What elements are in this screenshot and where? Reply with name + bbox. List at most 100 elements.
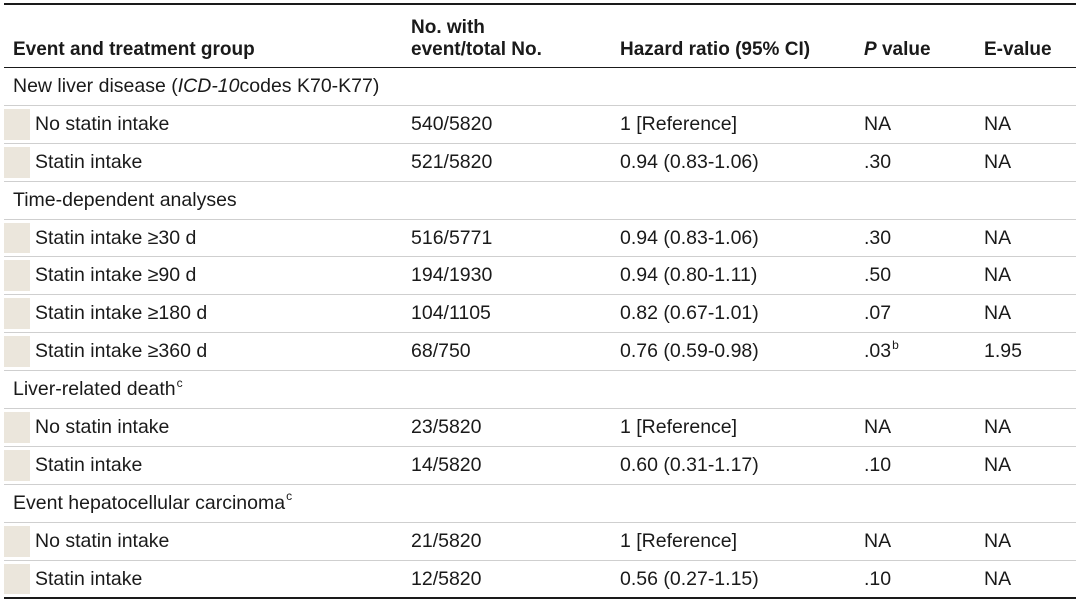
row-label: Statin intake bbox=[35, 150, 143, 173]
indent-shading bbox=[4, 260, 30, 292]
row-events-total: 21/5820 bbox=[411, 529, 482, 552]
footnote-marker: c bbox=[286, 489, 293, 504]
footnote-marker: c bbox=[176, 375, 183, 390]
row-hazard-ratio: 0.76 (0.59-0.98) bbox=[620, 340, 759, 363]
indent-shading bbox=[4, 298, 30, 330]
row-label: No statin intake bbox=[35, 112, 170, 135]
p-value-text: .30 bbox=[864, 150, 892, 173]
table-row: Statin intake ≥360 d 68/750 0.76 (0.59-0.9… bbox=[4, 333, 1076, 372]
section-title: Liver-related death c bbox=[13, 371, 183, 408]
row-events-total: 194/1930 bbox=[411, 264, 493, 287]
section-header-row: Time-dependent analyses bbox=[4, 182, 1076, 220]
row-label: Statin intake bbox=[35, 453, 143, 476]
results-table: Event and treatment group No. with event… bbox=[4, 3, 1076, 599]
indent-shading bbox=[4, 412, 30, 443]
row-hazard-ratio: 0.60 (0.31-1.17) bbox=[620, 453, 759, 476]
table-row: Statin intake ≥90 d 194/1930 0.94 (0.80-1.… bbox=[4, 257, 1076, 296]
section-header-row: Liver-related death c bbox=[4, 371, 1076, 410]
row-p-value: .10 bbox=[864, 561, 891, 598]
p-value-text: NA bbox=[864, 415, 892, 438]
row-e-value: NA bbox=[984, 567, 1012, 590]
row-e-value: 1.95 bbox=[984, 340, 1022, 363]
row-e-value: NA bbox=[984, 453, 1012, 476]
header-event-group: Event and treatment group bbox=[13, 39, 255, 60]
row-label: No statin intake bbox=[35, 529, 170, 552]
row-hazard-ratio: 1 [Reference] bbox=[620, 112, 738, 135]
row-hazard-ratio: 0.94 (0.83-1.06) bbox=[620, 150, 759, 173]
p-value-text: .10 bbox=[864, 453, 892, 476]
section-title-suffix: codes K70-K77) bbox=[239, 74, 380, 97]
row-p-value: NA bbox=[864, 106, 891, 143]
p-value-text: .30 bbox=[864, 226, 892, 249]
p-value-text: .50 bbox=[864, 264, 892, 287]
table-row: Statin intake 14/5820 0.60 (0.31-1.17) .10 N… bbox=[4, 447, 1076, 485]
indent-shading bbox=[4, 222, 30, 254]
section-title-text: Event hepatocellular carcinoma bbox=[13, 491, 286, 514]
header-p-value: P value bbox=[864, 39, 931, 61]
row-e-value: NA bbox=[984, 415, 1012, 438]
row-label: Statin intake ≥30 d bbox=[35, 226, 197, 249]
footnote-marker: b bbox=[892, 337, 899, 352]
indent-shading bbox=[4, 336, 30, 368]
row-events-total: 23/5820 bbox=[411, 415, 482, 438]
row-hazard-ratio: 0.94 (0.80-1.11) bbox=[620, 264, 758, 287]
table-row: No statin intake 21/5820 1 [Reference] NA NA bbox=[4, 523, 1076, 561]
p-value-text: NA bbox=[864, 112, 892, 135]
row-events-total: 12/5820 bbox=[411, 567, 482, 590]
row-events-total: 540/5820 bbox=[411, 112, 493, 135]
section-header-row: New liver disease (ICD-10 codes K70-K77) bbox=[4, 68, 1076, 106]
table-row: Statin intake ≥180 d 104/1105 0.82 (0.67-1… bbox=[4, 295, 1076, 334]
row-p-value: NA bbox=[864, 523, 891, 560]
section-header-row: Event hepatocellular carcinoma c bbox=[4, 485, 1076, 523]
p-value-text: .07 bbox=[864, 302, 892, 325]
row-e-value: NA bbox=[984, 226, 1012, 249]
row-hazard-ratio: 0.94 (0.83-1.06) bbox=[620, 226, 759, 249]
section-title: Time-dependent analyses bbox=[13, 182, 237, 219]
row-e-value: NA bbox=[984, 529, 1012, 552]
header-events-total-line2: event/total No. bbox=[411, 39, 542, 60]
header-e-value: E-value bbox=[984, 39, 1052, 60]
row-p-value: .03 b bbox=[864, 333, 899, 370]
row-p-value: .30 bbox=[864, 144, 891, 181]
indent-shading bbox=[4, 146, 30, 178]
indent-shading bbox=[4, 563, 30, 595]
table-row: No statin intake 540/5820 1 [Reference] NA N… bbox=[4, 106, 1076, 144]
table-body: New liver disease (ICD-10 codes K70-K77)… bbox=[4, 68, 1076, 599]
row-hazard-ratio: 1 [Reference] bbox=[620, 529, 738, 552]
p-value-text: .10 bbox=[864, 567, 892, 590]
section-title-italic: ICD-10 bbox=[177, 74, 240, 97]
row-events-total: 68/750 bbox=[411, 340, 471, 363]
row-label: Statin intake ≥90 d bbox=[35, 264, 197, 287]
row-p-value: NA bbox=[864, 409, 891, 446]
table-row: Statin intake ≥30 d 516/5771 0.94 (0.83-1.… bbox=[4, 220, 1076, 258]
row-p-value: .07 bbox=[864, 295, 891, 332]
header-hazard-ratio: Hazard ratio (95% CI) bbox=[620, 39, 811, 60]
row-e-value: NA bbox=[984, 264, 1012, 287]
indent-shading bbox=[4, 108, 30, 140]
header-p-italic: P bbox=[864, 39, 877, 60]
row-label: Statin intake bbox=[35, 567, 143, 590]
row-e-value: NA bbox=[984, 150, 1012, 173]
p-value-text: NA bbox=[864, 529, 892, 552]
row-label: Statin intake ≥360 d bbox=[35, 340, 208, 363]
table-row: Statin intake 521/5820 0.94 (0.83-1.06) .30… bbox=[4, 144, 1076, 182]
row-hazard-ratio: 1 [Reference] bbox=[620, 415, 738, 438]
row-hazard-ratio: 0.82 (0.67-1.01) bbox=[620, 302, 759, 325]
row-e-value: NA bbox=[984, 112, 1012, 135]
row-p-value: .30 bbox=[864, 220, 891, 257]
table-row: Statin intake 12/5820 0.56 (0.27-1.15) .10 N… bbox=[4, 561, 1076, 599]
section-title-text: Time-dependent analyses bbox=[13, 188, 237, 211]
table-header-row: Event and treatment group No. with event… bbox=[4, 5, 1076, 68]
indent-shading bbox=[4, 449, 30, 481]
header-events-total-line1: No. with bbox=[411, 17, 485, 38]
row-label: No statin intake bbox=[35, 415, 170, 438]
p-value-text: .03 bbox=[864, 340, 892, 363]
section-title: Event hepatocellular carcinoma c bbox=[13, 485, 292, 522]
row-events-total: 104/1105 bbox=[411, 302, 491, 325]
section-title-text: Liver-related death bbox=[13, 378, 176, 401]
row-events-total: 521/5820 bbox=[411, 150, 493, 173]
row-p-value: .10 bbox=[864, 447, 891, 484]
row-label: Statin intake ≥180 d bbox=[35, 302, 208, 325]
row-e-value: NA bbox=[984, 302, 1012, 325]
section-title: New liver disease (ICD-10 codes K70-K77) bbox=[13, 68, 379, 105]
